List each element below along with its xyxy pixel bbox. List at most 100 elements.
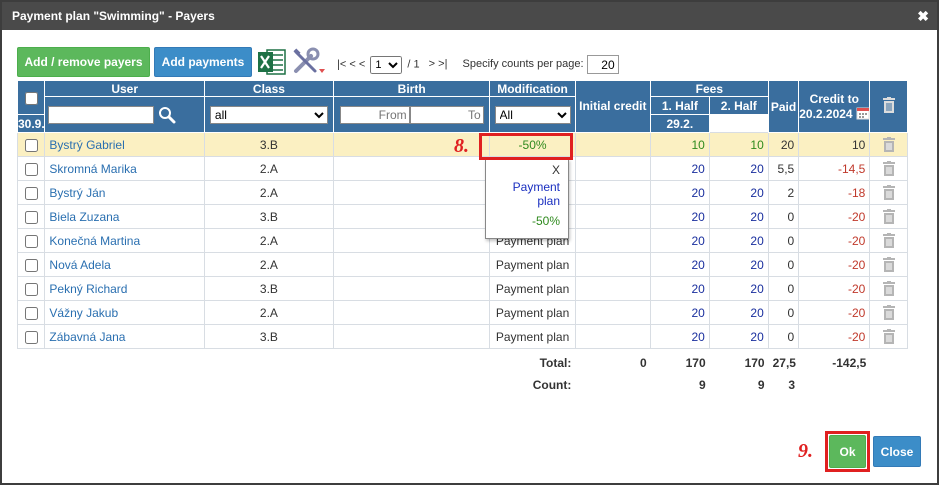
user-name[interactable]: Zábavná Jana xyxy=(44,324,205,349)
user-birth xyxy=(332,180,491,205)
table-row[interactable]: Vážny Jakub 2.A Payment plan 20 20 0 -20 xyxy=(16,300,908,325)
user-name[interactable]: Skromná Marika xyxy=(44,156,205,181)
count-fee1: 9 xyxy=(698,378,706,392)
col-fees: Fees xyxy=(649,80,769,97)
user-class: 3.B xyxy=(203,324,334,349)
dialog-title: Payment plan "Swimming" - Payers xyxy=(12,9,215,23)
row-checkbox[interactable] xyxy=(24,138,38,152)
user-fee2: 20 xyxy=(708,324,769,349)
add-payments-button[interactable]: Add payments xyxy=(154,47,252,77)
user-credit: -20 xyxy=(798,252,871,277)
trash-header-icon[interactable] xyxy=(882,97,896,113)
user-name[interactable]: Biela Zuzana xyxy=(44,204,205,229)
user-search-input[interactable] xyxy=(48,105,155,124)
row-checkbox[interactable] xyxy=(24,330,38,344)
user-fee1: 20 xyxy=(649,300,710,325)
pager-next-last[interactable]: > >| xyxy=(428,58,448,71)
user-name[interactable]: Konečná Martina xyxy=(44,228,205,253)
dropdown-option-x[interactable]: X xyxy=(551,163,560,177)
table-row[interactable]: Skromná Marika 2.A 20 20 5,5 -14,5 xyxy=(16,156,908,181)
table-row[interactable]: Nová Adela 2.A Payment plan 20 20 0 -20 xyxy=(16,252,908,277)
credit-label: Credit to xyxy=(809,92,859,106)
user-name[interactable]: Nová Adela xyxy=(44,252,205,277)
per-page-input[interactable] xyxy=(586,55,619,74)
dropdown-option-payment-plan[interactable]: Payment plan xyxy=(512,180,560,208)
row-checkbox-cell xyxy=(16,252,46,277)
row-checkbox[interactable] xyxy=(24,162,38,176)
tools-settings-icon[interactable] xyxy=(291,47,327,80)
ok-button[interactable]: Ok xyxy=(829,435,866,468)
trash-icon[interactable] xyxy=(882,329,895,345)
col-user[interactable]: User xyxy=(44,80,205,97)
user-paid: 20 xyxy=(767,132,800,157)
table-row[interactable]: Zábavná Jana 3.B Payment plan 20 20 0 -20 xyxy=(16,324,908,349)
col-class[interactable]: Class xyxy=(203,80,334,97)
excel-export-icon[interactable] xyxy=(257,48,287,79)
user-birth xyxy=(332,300,491,325)
user-class: 3.B xyxy=(203,132,334,157)
total-initial: 0 xyxy=(639,356,647,370)
table-row[interactable]: Bystrý Gabriel 3.B -50% 10 10 20 10 xyxy=(16,132,908,157)
user-fee2: 20 xyxy=(708,228,769,253)
step9-highlight xyxy=(825,431,870,472)
user-modification[interactable]: Payment plan xyxy=(489,300,576,325)
user-paid: 0 xyxy=(767,324,800,349)
calendar-icon[interactable] xyxy=(856,106,870,120)
user-name[interactable]: Bystrý Gabriel xyxy=(44,132,205,157)
page-select[interactable]: 1 xyxy=(370,55,403,74)
user-paid: 0 xyxy=(767,276,800,301)
row-checkbox[interactable] xyxy=(24,258,38,272)
step8-highlight xyxy=(479,133,573,160)
pager-first-prev[interactable]: |< < < xyxy=(337,58,366,71)
row-checkbox[interactable] xyxy=(24,234,38,248)
user-paid: 0 xyxy=(767,204,800,229)
user-modification[interactable]: -50% xyxy=(489,132,576,157)
close-icon[interactable]: ✖ xyxy=(917,8,929,24)
payers-table: User Class Birth Modification Initial cr… xyxy=(16,80,908,349)
user-fee2: 20 xyxy=(708,276,769,301)
modification-filter-select[interactable]: All xyxy=(494,105,571,124)
table-row[interactable]: Bystrý Ján 2.A 20 20 2 -18 xyxy=(16,180,908,205)
add-remove-payers-button[interactable]: Add / remove payers xyxy=(17,47,150,77)
user-modification[interactable]: Payment plan xyxy=(489,324,576,349)
table-row[interactable]: Pekný Richard 3.B Payment plan 20 20 0 -20 xyxy=(16,276,908,301)
trash-icon[interactable] xyxy=(882,281,895,297)
user-modification[interactable]: Payment plan xyxy=(489,276,576,301)
birth-to-input[interactable] xyxy=(409,105,484,124)
user-initial-credit xyxy=(574,204,651,229)
table-row[interactable]: Konečná Martina 2.A Payment plan 20 20 0 -20 xyxy=(16,228,908,253)
class-filter-select[interactable]: all xyxy=(209,105,328,124)
user-initial-credit xyxy=(574,324,651,349)
col-birth[interactable]: Birth xyxy=(332,80,491,97)
trash-icon[interactable] xyxy=(882,137,895,153)
user-name[interactable]: Vážny Jakub xyxy=(44,300,205,325)
trash-icon[interactable] xyxy=(882,161,895,177)
row-checkbox[interactable] xyxy=(24,210,38,224)
count-label: Count: xyxy=(532,378,572,392)
trash-icon[interactable] xyxy=(882,185,895,201)
user-name[interactable]: Bystrý Ján xyxy=(44,180,205,205)
user-modification[interactable]: Payment plan xyxy=(489,252,576,277)
col-modification[interactable]: Modification xyxy=(489,80,576,97)
row-checkbox[interactable] xyxy=(24,306,38,320)
row-delete-cell xyxy=(869,276,908,301)
trash-icon[interactable] xyxy=(882,257,895,273)
row-checkbox[interactable] xyxy=(24,282,38,296)
row-delete-cell xyxy=(869,228,908,253)
select-all-cell xyxy=(16,80,46,115)
row-checkbox[interactable] xyxy=(24,186,38,200)
close-button[interactable]: Close xyxy=(873,436,921,467)
birth-from-input[interactable] xyxy=(339,105,410,124)
user-class: 2.A xyxy=(203,156,334,181)
dropdown-option-discount[interactable]: -50% xyxy=(531,214,560,228)
trash-icon[interactable] xyxy=(882,305,895,321)
user-name[interactable]: Pekný Richard xyxy=(44,276,205,301)
user-initial-credit xyxy=(574,300,651,325)
trash-icon[interactable] xyxy=(882,209,895,225)
table-row[interactable]: Biela Zuzana 3.B 20 20 0 -20 xyxy=(16,204,908,229)
user-class: 2.A xyxy=(203,180,334,205)
trash-icon[interactable] xyxy=(882,233,895,249)
select-all-checkbox[interactable] xyxy=(24,91,38,105)
search-icon[interactable] xyxy=(158,106,176,124)
